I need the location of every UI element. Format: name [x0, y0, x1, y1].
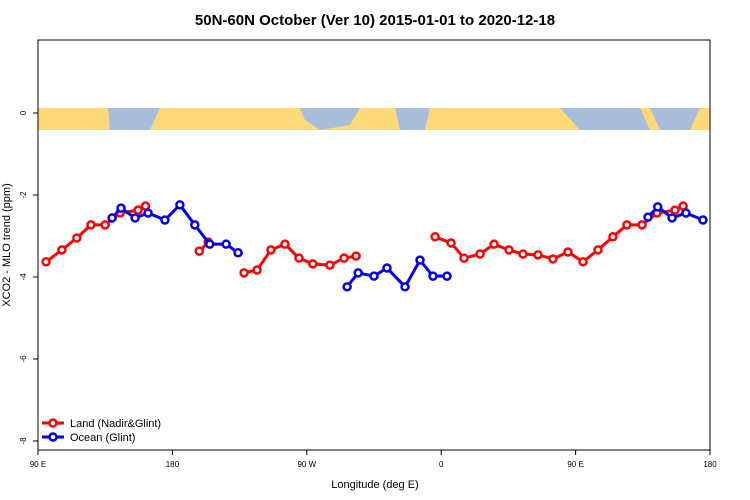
point [72, 233, 82, 243]
point [266, 245, 276, 255]
point [681, 208, 691, 218]
point [353, 268, 363, 278]
point [351, 251, 361, 261]
point [41, 257, 51, 267]
plot-frame [37, 39, 711, 451]
point [143, 208, 153, 218]
point [221, 239, 231, 249]
point [622, 220, 632, 230]
legend-marker [48, 418, 58, 428]
point [578, 257, 588, 267]
point [608, 232, 618, 242]
point [518, 249, 528, 259]
point [428, 271, 438, 281]
point [489, 239, 499, 249]
point [563, 247, 573, 257]
point [160, 215, 170, 225]
point [459, 253, 469, 263]
point [548, 254, 558, 264]
point [204, 239, 215, 249]
point [415, 255, 425, 265]
point [294, 253, 304, 263]
series-line [110, 202, 704, 290]
y-tick-label: -8 [19, 437, 28, 445]
point [430, 232, 440, 242]
y-tick-label: 0 [19, 110, 28, 115]
point [667, 213, 677, 223]
x-tick-label: 90 W [297, 460, 316, 469]
chart-title: 50N-60N October (Ver 10) 2015-01-01 to 2… [195, 12, 555, 29]
point [593, 245, 603, 255]
y-tick-label: -4 [19, 273, 28, 281]
point [446, 238, 456, 248]
x-tick-label: 180 [166, 460, 180, 469]
map-band [38, 108, 710, 130]
point [239, 268, 249, 278]
point [233, 248, 243, 258]
point [339, 253, 349, 263]
point [652, 202, 663, 212]
series-line [45, 204, 684, 275]
y-tick-label: -2 [19, 191, 28, 199]
point [194, 246, 205, 256]
point [382, 263, 392, 273]
legend-label: Ocean (Glint) [70, 432, 135, 444]
point [533, 250, 543, 260]
point [475, 249, 485, 259]
point [252, 265, 262, 275]
point [130, 213, 140, 223]
point [325, 260, 335, 270]
legend-marker [48, 432, 58, 442]
x-tick-label: 90 E [30, 460, 46, 469]
point [57, 245, 67, 255]
point [670, 205, 680, 215]
legend-label: Land (Nadir&Glint) [70, 418, 161, 430]
point [116, 203, 126, 213]
point [190, 220, 200, 230]
point [280, 239, 290, 249]
x-tick-label: 90 E [567, 460, 583, 469]
point [369, 271, 379, 281]
y-tick-label: -6 [19, 355, 28, 363]
x-tick-label: 0 [439, 460, 444, 469]
point [100, 220, 110, 230]
point [637, 220, 647, 230]
point [400, 282, 410, 292]
x-tick-label: 180 [703, 460, 717, 469]
point [698, 215, 708, 225]
point [107, 213, 117, 223]
point [308, 259, 318, 269]
point [504, 245, 514, 255]
point [175, 200, 185, 210]
point [133, 205, 143, 215]
x-axis-label: Longitude (deg E) [331, 479, 418, 491]
point [86, 220, 96, 230]
point [643, 212, 653, 222]
point [342, 282, 352, 292]
y-axis-label: XCO2 - MLO trend (ppm) [1, 183, 13, 306]
point [442, 271, 452, 281]
